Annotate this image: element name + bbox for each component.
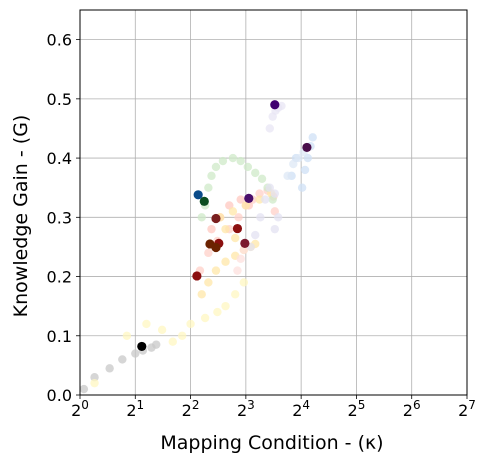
y-tick-label: 0.5 — [47, 90, 72, 109]
trail-point — [273, 213, 283, 222]
trail-point — [204, 248, 213, 258]
trail-point — [265, 183, 274, 192]
trail-point — [283, 171, 292, 181]
data-points — [137, 100, 312, 352]
trail-point — [239, 278, 249, 287]
y-tick-label: 0.6 — [47, 31, 72, 50]
trail-point — [118, 355, 127, 364]
x-tick-label: 25 — [348, 398, 366, 420]
x-tick-label: 20 — [71, 398, 89, 420]
trail-points — [79, 101, 317, 394]
trail-point — [211, 266, 221, 275]
data-point — [232, 223, 243, 234]
trail-point — [131, 349, 140, 358]
trail-point — [241, 201, 251, 210]
trail-point — [308, 133, 317, 142]
trail-point — [236, 156, 245, 166]
trail-point — [256, 213, 265, 222]
trail-point — [207, 171, 216, 181]
y-tick-label: 0.0 — [47, 386, 72, 405]
trail-point — [236, 195, 245, 204]
trail-point — [197, 213, 206, 222]
trail-point — [233, 266, 242, 275]
y-axis-label: Knowledge Gain - (G) — [10, 115, 32, 318]
trail-point — [231, 290, 240, 299]
trail-point — [289, 159, 298, 169]
trail-point — [221, 257, 230, 266]
x-tick-label: 21 — [126, 398, 144, 420]
trail-point — [213, 307, 222, 317]
trail-point — [186, 319, 195, 329]
trail-point — [300, 165, 310, 175]
trail-point — [257, 174, 267, 184]
trail-point — [90, 373, 99, 382]
x-tick-label: 24 — [292, 398, 310, 420]
y-tick-label: 0.1 — [47, 327, 72, 346]
y-tick-label: 0.3 — [47, 208, 72, 227]
trail-point — [234, 213, 243, 222]
trail-point — [218, 156, 228, 166]
data-point — [199, 196, 209, 206]
trail-point — [90, 378, 99, 388]
trail-point — [303, 153, 313, 163]
x-axis-ticks: 20 21 22 23 24 25 26 27 — [71, 395, 476, 420]
trail-point — [168, 337, 177, 346]
trail-point — [204, 278, 213, 287]
data-point — [302, 142, 312, 153]
trail-point — [200, 313, 210, 323]
trail-point — [177, 331, 187, 340]
trail-point — [105, 364, 114, 373]
trail-point — [228, 153, 238, 163]
data-point — [211, 242, 221, 253]
trail-point — [261, 195, 270, 204]
trail-point — [251, 168, 260, 178]
x-tick-label: 27 — [458, 398, 476, 420]
y-tick-label: 0.2 — [47, 268, 72, 287]
trail-point — [152, 340, 161, 349]
data-point — [240, 238, 250, 248]
trail-point — [270, 189, 280, 198]
trail-point — [197, 290, 206, 299]
trail-point — [122, 331, 132, 340]
data-point — [211, 213, 221, 224]
data-point — [192, 271, 202, 281]
trail-point — [221, 301, 230, 311]
trail-point — [297, 183, 307, 192]
trail-point — [251, 230, 260, 240]
trail-point — [294, 153, 303, 163]
trail-point — [211, 162, 221, 172]
trail-point — [231, 233, 240, 243]
trail-point — [270, 224, 280, 234]
data-point — [193, 190, 203, 200]
trail-point — [243, 162, 253, 172]
data-point — [137, 341, 147, 352]
trail-point — [204, 183, 213, 192]
y-axis-ticks: 0.0 0.1 0.2 0.3 0.4 0.5 0.6 — [47, 31, 80, 405]
trail-point — [221, 224, 230, 234]
trail-point — [277, 101, 286, 111]
x-tick-label: 22 — [182, 398, 200, 420]
trail-point — [265, 124, 274, 133]
x-axis-label: Mapping Condition - (κ) — [160, 432, 383, 454]
x-tick-label: 23 — [237, 398, 255, 420]
trail-point — [236, 254, 245, 263]
plot-area-frame — [79, 9, 468, 396]
data-point — [244, 193, 254, 203]
y-tick-label: 0.4 — [47, 149, 72, 168]
x-tick-label: 26 — [403, 398, 421, 420]
trail-point — [255, 189, 264, 198]
trail-point — [228, 207, 238, 216]
trail-point — [142, 319, 151, 329]
trail-point — [157, 325, 167, 335]
trail-point — [207, 224, 216, 234]
data-point — [270, 100, 280, 110]
trail-point — [79, 384, 89, 394]
